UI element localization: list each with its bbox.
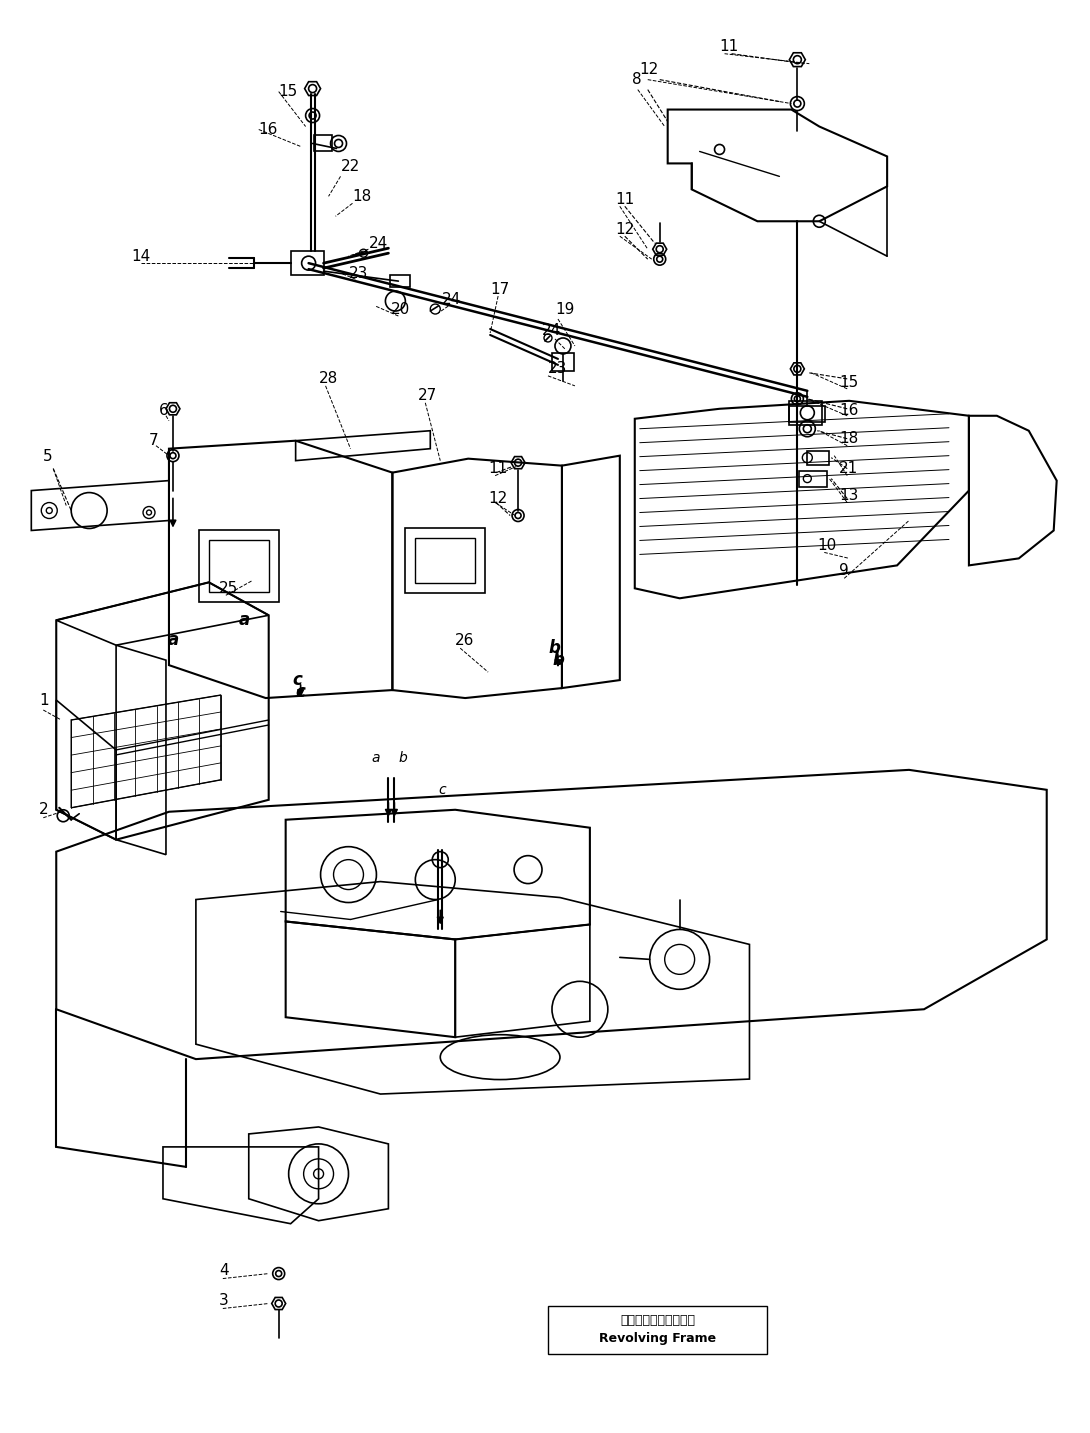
Text: 4: 4 [219, 1262, 229, 1278]
Text: 27: 27 [419, 388, 437, 403]
Text: 5: 5 [44, 449, 53, 464]
Text: b: b [552, 651, 564, 669]
Bar [799, 470, 827, 487]
Text: 3: 3 [219, 1293, 229, 1308]
Text: 24: 24 [368, 235, 388, 251]
Bar [789, 406, 825, 421]
Text: a: a [168, 631, 179, 649]
Text: 1: 1 [39, 692, 49, 708]
Text: 22: 22 [340, 159, 360, 173]
Text: 9: 9 [839, 563, 849, 577]
Text: c: c [292, 671, 303, 689]
Text: 11: 11 [615, 192, 634, 206]
Text: a: a [372, 751, 380, 765]
Text: 18: 18 [839, 431, 859, 446]
Text: b: b [398, 751, 408, 765]
Text: レボルビングフレーム: レボルビングフレーム [620, 1314, 695, 1327]
Text: 18: 18 [352, 189, 372, 203]
Text: 2: 2 [39, 802, 49, 817]
Bar [314, 136, 331, 152]
Text: 12: 12 [615, 222, 634, 236]
Text: 26: 26 [456, 633, 474, 648]
Text: 24: 24 [443, 291, 461, 307]
Text: 19: 19 [555, 301, 574, 317]
Text: c: c [295, 684, 305, 701]
Bar [548, 1307, 767, 1354]
Text: 15: 15 [279, 85, 298, 99]
Text: c: c [438, 782, 446, 797]
Text: 11: 11 [488, 461, 508, 476]
Text: a: a [239, 612, 250, 629]
Text: 21: 21 [839, 461, 859, 476]
Text: 17: 17 [490, 282, 509, 297]
Bar [552, 353, 574, 371]
Text: 6: 6 [159, 403, 169, 418]
Bar [390, 275, 410, 287]
Text: 15: 15 [839, 375, 859, 390]
Text: 28: 28 [318, 371, 338, 387]
Bar [405, 529, 485, 593]
Text: 16: 16 [839, 403, 859, 418]
Text: 23: 23 [349, 265, 368, 281]
Text: 16: 16 [258, 122, 278, 138]
Text: 7: 7 [149, 433, 159, 449]
Text: 25: 25 [219, 580, 238, 596]
Text: b: b [548, 639, 560, 658]
Text: 11: 11 [719, 39, 739, 54]
Text: Revolving Frame: Revolving Frame [600, 1331, 716, 1346]
Text: 8: 8 [632, 72, 641, 87]
Text: 23: 23 [548, 361, 568, 377]
Text: 20: 20 [390, 301, 410, 317]
Text: 24: 24 [542, 324, 561, 338]
Text: 10: 10 [818, 537, 836, 553]
Text: 13: 13 [839, 489, 859, 503]
Text: 12: 12 [488, 492, 508, 506]
Text: 12: 12 [640, 62, 659, 77]
Text: 14: 14 [131, 249, 150, 264]
Bar [808, 451, 829, 464]
Bar [198, 530, 279, 602]
